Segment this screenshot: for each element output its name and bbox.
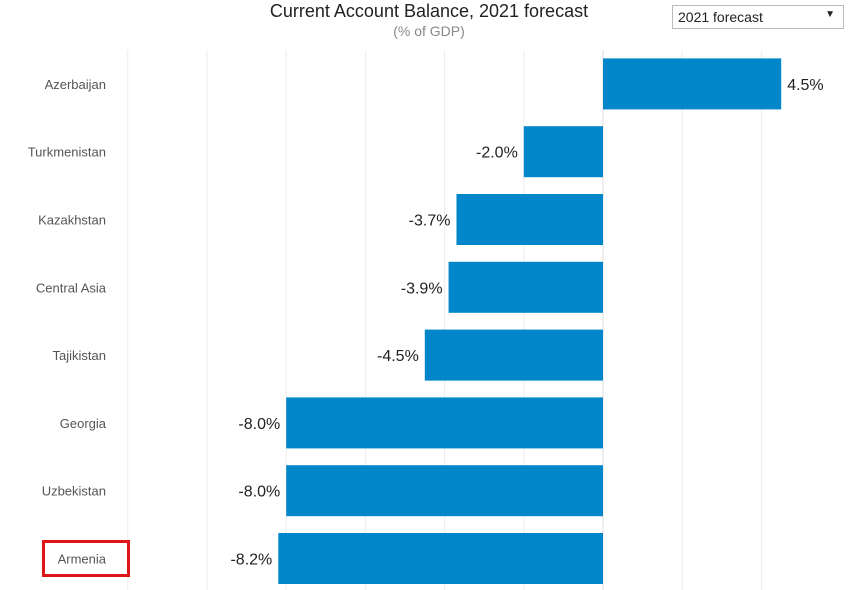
category-label: Georgia bbox=[60, 416, 107, 431]
chart-subtitle: (% of GDP) bbox=[393, 23, 465, 39]
value-label: -2.0% bbox=[476, 145, 518, 162]
value-label: -8.2% bbox=[230, 552, 272, 569]
value-label: -4.5% bbox=[377, 348, 419, 365]
chart-labels: Azerbaijan 4.5% Turkmenistan -2.0% Kazakhsta… bbox=[28, 77, 824, 569]
year-select-dropdown[interactable]: 2021 forecast ▼ bbox=[672, 5, 844, 29]
bar[interactable] bbox=[278, 533, 603, 584]
year-select-value: 2021 forecast bbox=[678, 9, 763, 25]
highlight-box bbox=[42, 540, 130, 577]
bar[interactable] bbox=[286, 465, 603, 517]
value-label: -3.9% bbox=[401, 280, 443, 297]
category-label: Central Asia bbox=[36, 280, 107, 295]
category-label: Uzbekistan bbox=[42, 484, 106, 499]
chart-bars bbox=[278, 58, 782, 584]
value-label: -8.0% bbox=[238, 416, 280, 433]
chart-title: Current Account Balance, 2021 forecast bbox=[269, 1, 589, 21]
bar[interactable] bbox=[286, 397, 603, 449]
category-label: Armenia bbox=[58, 552, 107, 567]
value-label: -8.0% bbox=[238, 484, 280, 501]
category-label: Kazakhstan bbox=[38, 213, 106, 228]
value-label: -3.7% bbox=[409, 213, 451, 230]
bar[interactable] bbox=[603, 58, 782, 110]
bar[interactable] bbox=[448, 261, 603, 313]
bar[interactable] bbox=[456, 194, 603, 245]
category-label: Tajikistan bbox=[53, 348, 106, 363]
bar[interactable] bbox=[523, 126, 603, 178]
value-label: 4.5% bbox=[787, 77, 823, 94]
bar[interactable] bbox=[424, 329, 603, 381]
category-label: Turkmenistan bbox=[28, 145, 106, 160]
chevron-down-icon: ▼ bbox=[825, 9, 835, 20]
category-label: Azerbaijan bbox=[45, 77, 106, 92]
